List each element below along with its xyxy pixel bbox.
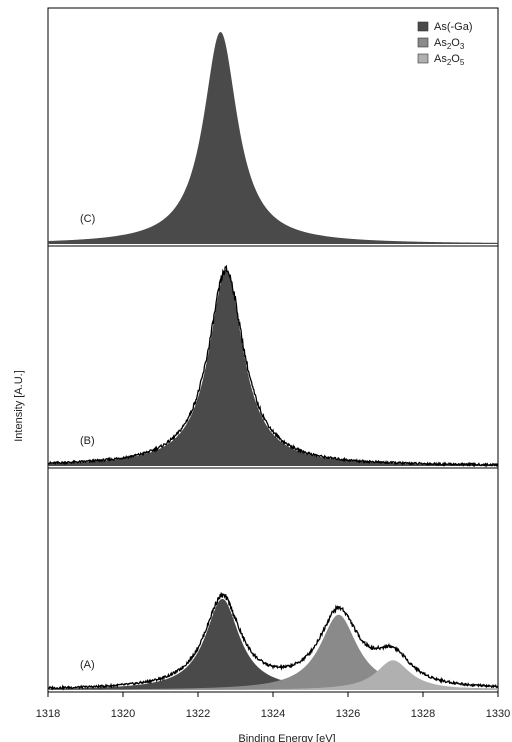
panel-label: (C) [80,213,95,225]
peak-as-ga- [48,270,498,466]
panel-frame [47,7,499,247]
legend-item: As2O3 [417,37,465,51]
panel-c: (C) [47,7,499,247]
x-tick-label: 1330 [486,708,510,720]
legend-swatch [417,37,429,48]
panel-a: (A) [47,467,499,693]
legend-label: As(-Ga) [434,21,473,33]
panels-group: (C) (B) (A) [47,7,499,693]
x-tick-label: 1322 [186,708,210,720]
x-tick-label: 1324 [261,708,285,720]
peak-as-ga- [48,598,498,690]
legend-item: As(-Ga) [417,21,473,33]
x-tick-label: 1326 [336,708,360,720]
x-tick-label: 1328 [411,708,435,720]
legend-label: As2O5 [434,53,465,67]
panel-frame [47,467,499,693]
x-axis-title: Binding Energy [eV] [238,733,335,742]
peak-as2o5 [48,660,498,690]
legend-item: As2O5 [417,53,465,67]
measured-spectrum [47,591,499,691]
panel-label: (A) [80,659,95,671]
panel-b: (B) [47,245,499,469]
x-axis: 1318 1320 1322 1324 1326 1328 1330 [36,692,510,720]
x-tick-label: 1320 [111,708,135,720]
legend: As(-Ga) As2O3 As2O5 [417,21,473,67]
measured-spectrum [47,264,499,468]
legend-label: As2O3 [434,37,465,51]
y-axis-title: Intensity [A.U.] [13,370,25,442]
panel-label: (B) [80,435,95,447]
legend-swatch [417,21,429,32]
x-tick-label: 1318 [36,708,60,720]
peak-as-ga- [48,32,498,244]
legend-swatch [417,53,429,64]
